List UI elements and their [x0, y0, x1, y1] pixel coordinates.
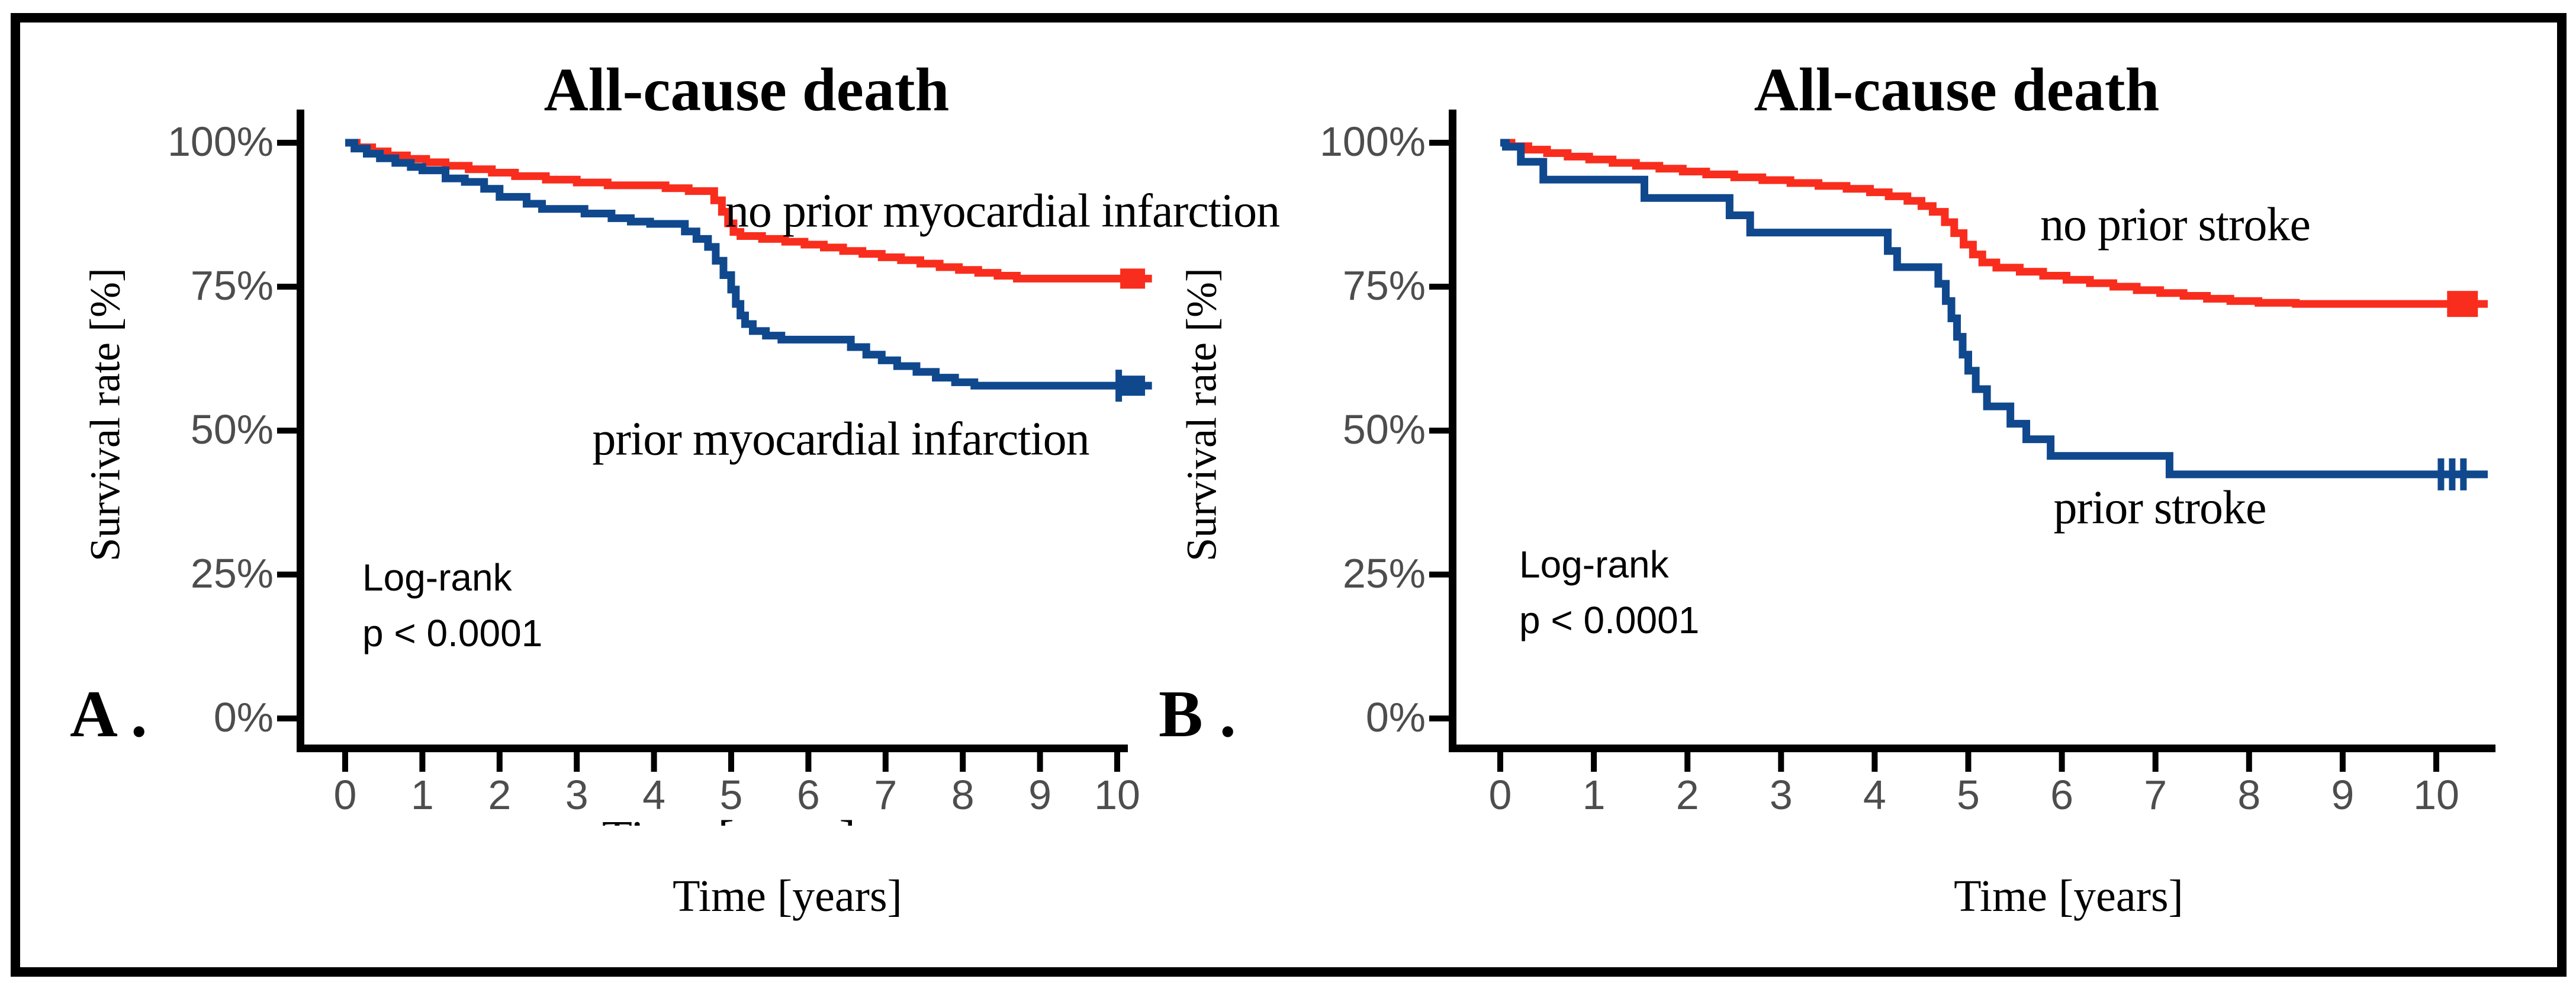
- y-tick-label: 0%: [1365, 694, 1426, 740]
- censor-tick: [2437, 458, 2445, 490]
- censor-tick: [2449, 458, 2456, 490]
- panel-b-letter: B .: [1159, 678, 1236, 751]
- panel-a-x-axis-label: Time [years]: [673, 871, 902, 921]
- panel-a-curve-label-prior-mi: prior myocardial infarction: [592, 413, 1089, 466]
- y-tick-label: 0%: [213, 694, 274, 740]
- panel-b-logrank-label: Log-rank: [1519, 543, 1669, 586]
- y-axis: [1449, 110, 1456, 749]
- x-tick: [2152, 752, 2159, 772]
- censor-tick: [1115, 370, 1123, 402]
- panel-a-letter: A .: [70, 678, 147, 751]
- y-tick-label: 25%: [190, 550, 274, 596]
- y-tick-label: 75%: [190, 262, 274, 309]
- x-axis: [297, 745, 1128, 752]
- y-tick: [277, 140, 297, 146]
- x-tick-label: 5: [1957, 772, 1980, 818]
- y-tick-label: 75%: [1342, 262, 1426, 309]
- y-tick: [1429, 572, 1449, 577]
- y-tick-label: 100%: [167, 118, 274, 165]
- x-tick: [1037, 752, 1043, 772]
- x-tick-label: 5: [719, 772, 743, 818]
- panel-a-xlabel-artifact-text: Time [years]: [602, 814, 856, 826]
- x-tick: [728, 752, 734, 772]
- x-tick: [1497, 752, 1503, 772]
- x-tick-label: 2: [1675, 772, 1699, 818]
- y-tick: [277, 284, 297, 290]
- y-tick-label: 25%: [1342, 550, 1426, 596]
- x-tick: [2246, 752, 2252, 772]
- x-tick: [1965, 752, 1972, 772]
- x-tick: [805, 752, 812, 772]
- x-tick-label: 9: [2331, 772, 2355, 818]
- survival-curve-no-prior-myocardial-infarction: [345, 139, 1152, 283]
- x-tick: [651, 752, 657, 772]
- x-tick: [960, 752, 966, 772]
- y-tick-label: 50%: [1342, 406, 1426, 453]
- x-tick: [882, 752, 889, 772]
- panel-b-curve-label-no-prior-stroke: no prior stroke: [2040, 198, 2311, 251]
- x-tick: [574, 752, 580, 772]
- x-tick: [496, 752, 503, 772]
- x-tick-label: 10: [1094, 772, 1140, 818]
- y-tick-label: 50%: [190, 406, 274, 453]
- x-tick-label: 4: [642, 772, 666, 818]
- y-tick: [277, 716, 297, 721]
- end-of-followup-marker: [2447, 291, 2478, 317]
- survival-curve-prior-myocardial-infarction: [345, 139, 1152, 390]
- x-tick-label: 2: [488, 772, 512, 818]
- y-tick: [1429, 716, 1449, 721]
- y-tick: [277, 572, 297, 577]
- x-tick: [2059, 752, 2065, 772]
- survival-curve-prior-stroke: [1500, 139, 2488, 479]
- x-tick-label: 8: [951, 772, 975, 818]
- x-tick: [1684, 752, 1691, 772]
- x-tick-label: 6: [2050, 772, 2074, 818]
- y-tick: [1429, 284, 1449, 290]
- x-tick: [1778, 752, 1784, 772]
- panel-b-x-axis-label: Time [years]: [1954, 871, 2183, 921]
- panel-a-xlabel-clipped-artifact: Time [years]: [585, 814, 873, 826]
- survival-curve-no-prior-stroke: [1500, 139, 2488, 308]
- x-tick: [2433, 752, 2439, 772]
- x-tick-label: 0: [333, 772, 357, 818]
- x-tick: [1871, 752, 1878, 772]
- x-tick: [1114, 752, 1120, 772]
- x-tick-label: 7: [2144, 772, 2167, 818]
- panel-b-pvalue-label: p < 0.0001: [1519, 599, 1700, 641]
- x-tick-label: 1: [410, 772, 434, 818]
- panel-a-pvalue-label: p < 0.0001: [362, 612, 543, 654]
- x-tick: [342, 752, 348, 772]
- x-tick-label: 8: [2237, 772, 2261, 818]
- x-tick-label: 0: [1488, 772, 1512, 818]
- x-tick: [2339, 752, 2346, 772]
- y-axis: [297, 110, 304, 749]
- panel-b-title: All-cause death: [1754, 56, 2160, 124]
- x-tick-label: 3: [565, 772, 588, 818]
- x-tick-label: 10: [2413, 772, 2459, 818]
- censor-tick: [2460, 458, 2467, 490]
- x-tick-label: 7: [874, 772, 898, 818]
- figure-border: [11, 13, 2567, 977]
- end-of-followup-marker: [1120, 376, 1146, 396]
- x-tick-label: 9: [1028, 772, 1052, 818]
- x-tick: [419, 752, 426, 772]
- y-tick: [1429, 140, 1449, 146]
- x-tick-label: 6: [796, 772, 820, 818]
- x-tick-label: 3: [1769, 772, 1793, 818]
- x-tick-label: 4: [1863, 772, 1886, 818]
- panel-b-curve-label-prior-stroke: prior stroke: [2053, 482, 2266, 534]
- x-tick-label: 1: [1582, 772, 1606, 818]
- y-tick-label: 100%: [1319, 118, 1426, 165]
- panel-b-y-axis-label: Survival rate [%]: [1178, 268, 1226, 562]
- x-axis: [1449, 745, 2495, 752]
- panel-a-curve-label-no-prior-mi: no prior myocardial infarction: [725, 185, 1280, 238]
- end-of-followup-marker: [1120, 268, 1146, 289]
- y-tick: [277, 428, 297, 434]
- panel-a-title: All-cause death: [543, 56, 950, 124]
- y-tick: [1429, 428, 1449, 434]
- panel-a-logrank-label: Log-rank: [362, 556, 512, 599]
- x-tick: [1591, 752, 1597, 772]
